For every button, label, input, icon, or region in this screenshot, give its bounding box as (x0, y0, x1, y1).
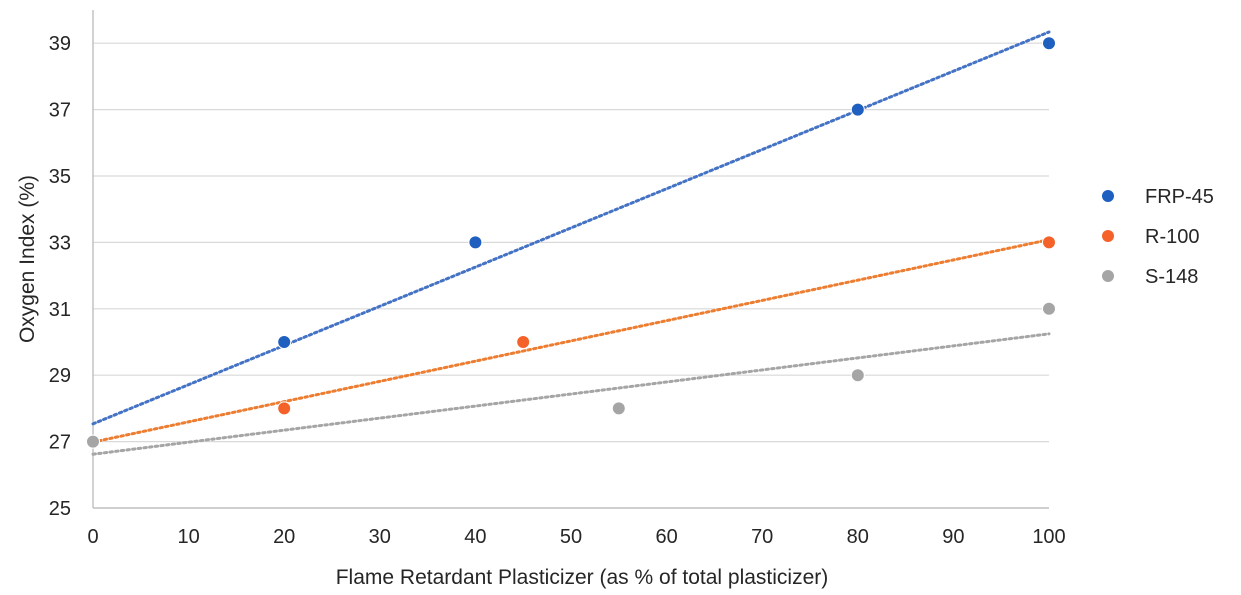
legend-label-s-148: S-148 (1145, 266, 1198, 288)
point-frp-45 (277, 335, 292, 349)
x-tick-label: 90 (942, 526, 964, 548)
tick-labels: 25 27 29 31 33 35 37 39 0 10 20 30 40 50 60 70 80 90 100 (49, 33, 1066, 548)
legend-marker-frp-45 (1101, 189, 1115, 203)
x-axis-title: Flame Retardant Plasticizer (as % of tot… (336, 566, 829, 589)
point-r-100 (516, 335, 531, 349)
y-tick-label: 37 (49, 100, 71, 122)
gridlines (93, 42, 1049, 443)
x-tick-label: 60 (655, 526, 677, 548)
point-s-148 (86, 434, 100, 449)
point-s-148 (611, 401, 626, 416)
trendlines (91, 30, 1051, 456)
legend-marker-s-148 (1101, 269, 1115, 283)
point-r-100 (277, 401, 292, 416)
x-tick-label: 50 (560, 526, 582, 548)
x-tick-label: 0 (87, 526, 98, 548)
legend: FRP-45 R-100 S-148 (1101, 186, 1214, 288)
x-tick-label: 80 (847, 526, 869, 548)
axes (92, 10, 1049, 509)
y-tick-label: 27 (49, 432, 71, 454)
x-tick-label: 100 (1032, 526, 1065, 548)
trendline-s-148 (91, 332, 1051, 456)
point-frp-45 (468, 235, 483, 250)
trendline-r-100 (91, 238, 1051, 444)
y-tick-label: 33 (49, 232, 71, 254)
point-frp-45 (1042, 36, 1056, 51)
y-tick-label: 25 (49, 498, 71, 520)
trendline-frp-45 (91, 30, 1051, 426)
x-tick-label: 20 (273, 526, 295, 548)
y-tick-label: 39 (49, 33, 71, 55)
data-points (86, 36, 1056, 449)
legend-label-frp-45: FRP-45 (1145, 186, 1214, 208)
y-tick-label: 35 (49, 166, 71, 188)
y-tick-label: 29 (49, 365, 71, 387)
x-tick-label: 40 (464, 526, 486, 548)
point-r-100 (1042, 235, 1056, 250)
x-tick-label: 30 (369, 526, 391, 548)
legend-marker-r-100 (1101, 229, 1115, 243)
y-axis-title: Oxygen Index (%) (16, 175, 39, 343)
y-tick-label: 31 (49, 299, 71, 321)
x-tick-label: 10 (177, 526, 199, 548)
point-s-148 (1042, 301, 1056, 316)
legend-label-r-100: R-100 (1145, 226, 1199, 248)
x-tick-label: 70 (751, 526, 773, 548)
point-s-148 (850, 368, 865, 383)
point-frp-45 (850, 102, 865, 117)
